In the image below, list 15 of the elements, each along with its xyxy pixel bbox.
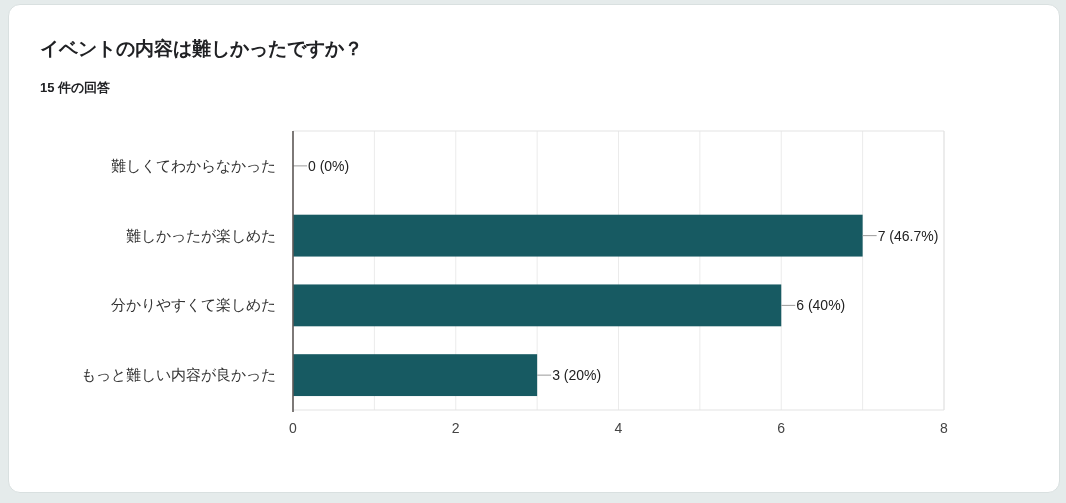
category-label: 分かりやすくて楽しめた	[111, 297, 276, 314]
x-tick: 4	[614, 420, 623, 436]
value-label: 0 (0%)	[308, 157, 350, 174]
x-tick: 6	[777, 420, 786, 436]
subtitle: 15 件の回答	[40, 80, 111, 95]
title: イベントの内容は難しかったですか？	[40, 38, 363, 59]
category-label: もっと難しい内容が良かった	[81, 367, 276, 384]
x-tick: 8	[940, 420, 948, 436]
value-label: 7 (46.7%)	[877, 227, 939, 244]
category-label: 難しくてわからなかった	[111, 157, 276, 174]
x-tick: 2	[451, 420, 460, 436]
value-label: 3 (20%)	[552, 367, 602, 384]
x-tick: 0	[289, 420, 297, 436]
category-label: 難しかったが楽しめた	[126, 227, 276, 244]
value-label: 6 (40%)	[796, 297, 846, 314]
